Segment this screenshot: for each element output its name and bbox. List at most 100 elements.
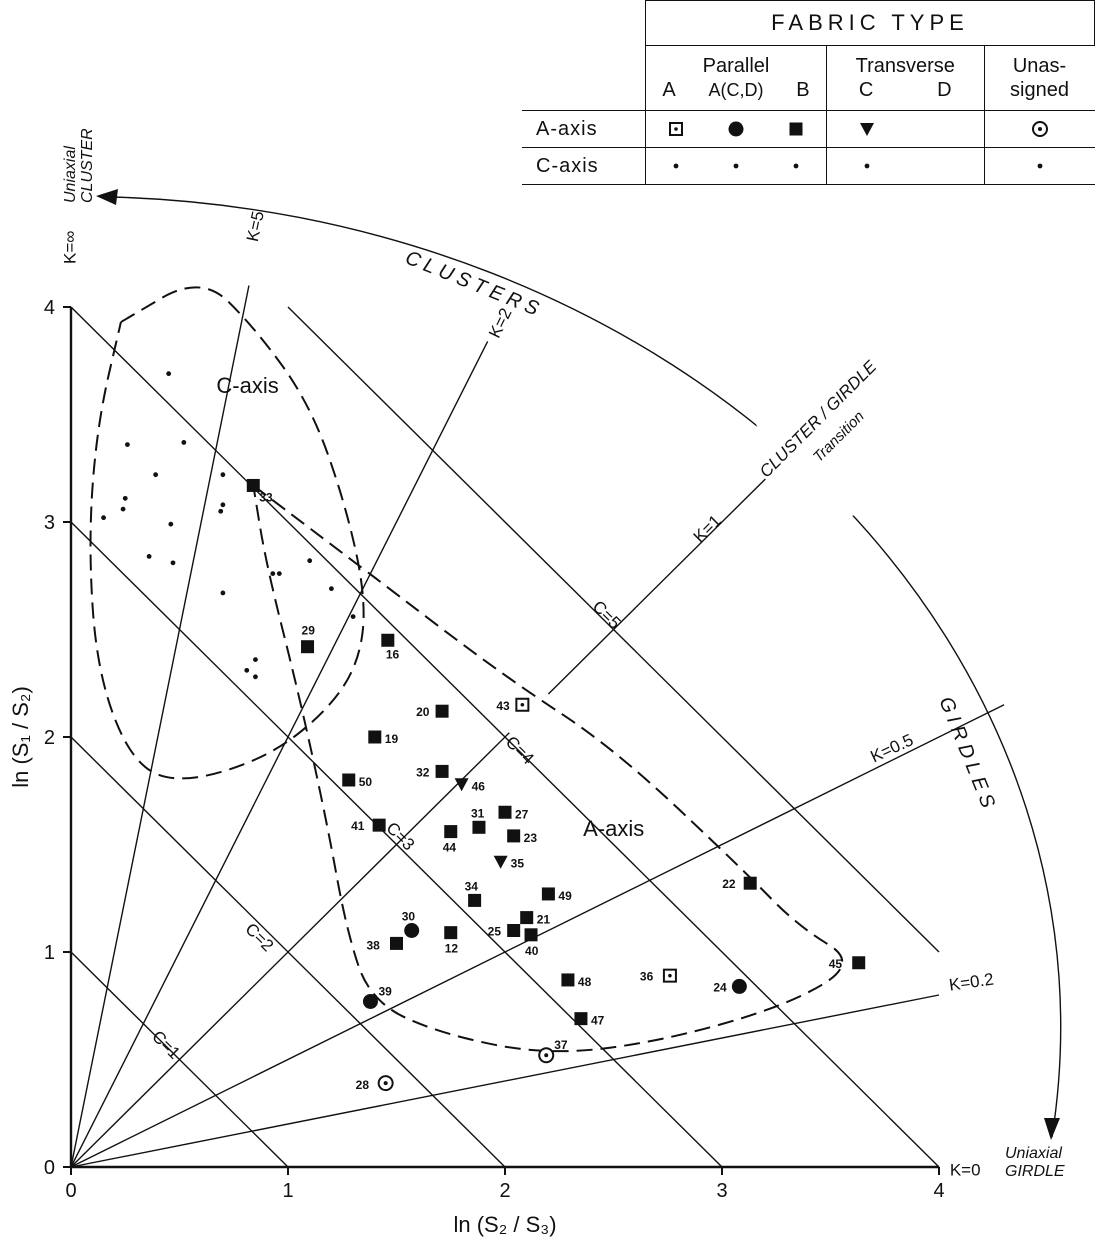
series-parallel-a: [515, 697, 677, 983]
filled-square-marker: [472, 820, 486, 834]
uniaxial-cluster-label-1: Uniaxial: [62, 146, 79, 203]
legend-parallel-a: A: [662, 79, 676, 101]
y-tick-label: 4: [44, 297, 55, 319]
c-line: [70, 521, 723, 1168]
data-point: [125, 442, 130, 447]
filled-square-marker: [507, 829, 521, 843]
legend-marker: [793, 163, 799, 169]
legend-marker: [1031, 121, 1048, 137]
data-point: [561, 973, 575, 987]
c-lines: [70, 306, 940, 1168]
point-label: 41: [351, 819, 365, 833]
small-dot-marker: [244, 667, 250, 673]
k-line-label: K=0: [950, 1161, 981, 1180]
c-line-label: C=2: [241, 919, 277, 955]
point-label: 22: [722, 877, 736, 891]
data-point: [743, 876, 757, 890]
point-label: 46: [472, 779, 486, 793]
legend-marker: [860, 123, 874, 136]
filled-square-marker: [574, 1012, 588, 1026]
data-point: [372, 818, 386, 832]
c-line: [287, 306, 940, 953]
c-line-label: C=4: [502, 732, 538, 768]
data-point: [101, 515, 106, 521]
legend-sym-parallel-b: [766, 110, 827, 148]
c-line: [70, 736, 506, 1168]
label-mask: [755, 414, 857, 516]
point-label: 31: [471, 806, 485, 820]
k-line-label: K=∞: [60, 231, 79, 264]
legend-transverse-d: D: [937, 79, 952, 101]
legend-unassigned: Unas- signed: [983, 45, 1095, 111]
point-label: 34: [465, 879, 479, 893]
small-dot-marker: [181, 440, 187, 445]
x-tick-label: 0: [65, 1180, 76, 1202]
filled-square-marker: [789, 122, 803, 136]
c-line: [70, 306, 940, 1168]
data-point: [368, 730, 382, 744]
legend-parallel: Parallel A A(C,D) B: [645, 45, 827, 111]
y-tick-label: 3: [44, 512, 55, 534]
legend-parallel-acd: A(C,D): [708, 80, 764, 100]
legend-row-a-axis: A-axis: [522, 110, 646, 148]
point-label: 48: [578, 975, 592, 989]
data-point: [166, 371, 172, 377]
small-dot-marker: [307, 558, 313, 564]
filled-triangle-marker: [860, 123, 874, 136]
data-point: [852, 956, 866, 970]
small-dot-marker: [253, 657, 258, 662]
filled-square-marker: [444, 926, 458, 940]
small-dot-marker: [350, 614, 356, 619]
small-dot-icon: [864, 163, 870, 169]
filled-square-marker: [498, 805, 512, 819]
data-point: [329, 586, 334, 592]
data-point: [662, 968, 677, 983]
data-point: [472, 820, 486, 834]
filled-circle-marker: [362, 993, 378, 1009]
a-axis-envelope: [252, 484, 844, 1053]
point-label: 30: [402, 910, 416, 924]
point-label: 23: [524, 831, 538, 845]
series-transverse-c: [454, 778, 508, 869]
data-point: [244, 667, 250, 673]
small-dot-marker: [120, 506, 126, 512]
filled-square-marker: [246, 478, 260, 492]
x-tick-label: 2: [499, 1180, 510, 1202]
series-parallel-b: [246, 478, 866, 1026]
filled-triangle-marker: [493, 855, 508, 869]
filled-square-marker: [301, 640, 315, 654]
data-point: [120, 506, 126, 512]
legend-transverse-c: C: [858, 79, 874, 101]
legend-marker: [673, 163, 679, 169]
point-label: 35: [511, 857, 525, 871]
point-label: 25: [488, 925, 502, 939]
filled-triangle-marker: [454, 778, 469, 792]
small-dot-marker: [673, 163, 679, 169]
small-dot-icon: [733, 163, 739, 169]
data-point: [253, 657, 258, 662]
dotted-square-center: [668, 973, 672, 978]
data-point: [454, 778, 469, 792]
point-label: 21: [537, 913, 551, 927]
point-label: 47: [591, 1014, 605, 1028]
c-line-label: C=5: [589, 597, 625, 633]
k-line: [547, 478, 766, 695]
data-point: [146, 554, 152, 559]
filled-square-marker: [524, 928, 538, 942]
data-point: [342, 773, 356, 787]
data-point: [170, 560, 176, 566]
x-tick-label: 4: [933, 1180, 944, 1202]
filled-square-marker: [541, 887, 555, 901]
clusters-label: CLUSTERS: [402, 247, 546, 322]
legend-marker: [733, 163, 739, 169]
data-point: [435, 704, 449, 718]
legend-sym-transverse-c: [826, 110, 984, 148]
data-point: [731, 978, 747, 994]
uniaxial-girdle-label-1: Uniaxial: [1005, 1145, 1062, 1162]
legend-marker: [669, 122, 683, 136]
point-label: 44: [443, 841, 457, 855]
data-point: [381, 633, 395, 647]
data-point: [276, 571, 282, 576]
data-point: [307, 558, 313, 564]
